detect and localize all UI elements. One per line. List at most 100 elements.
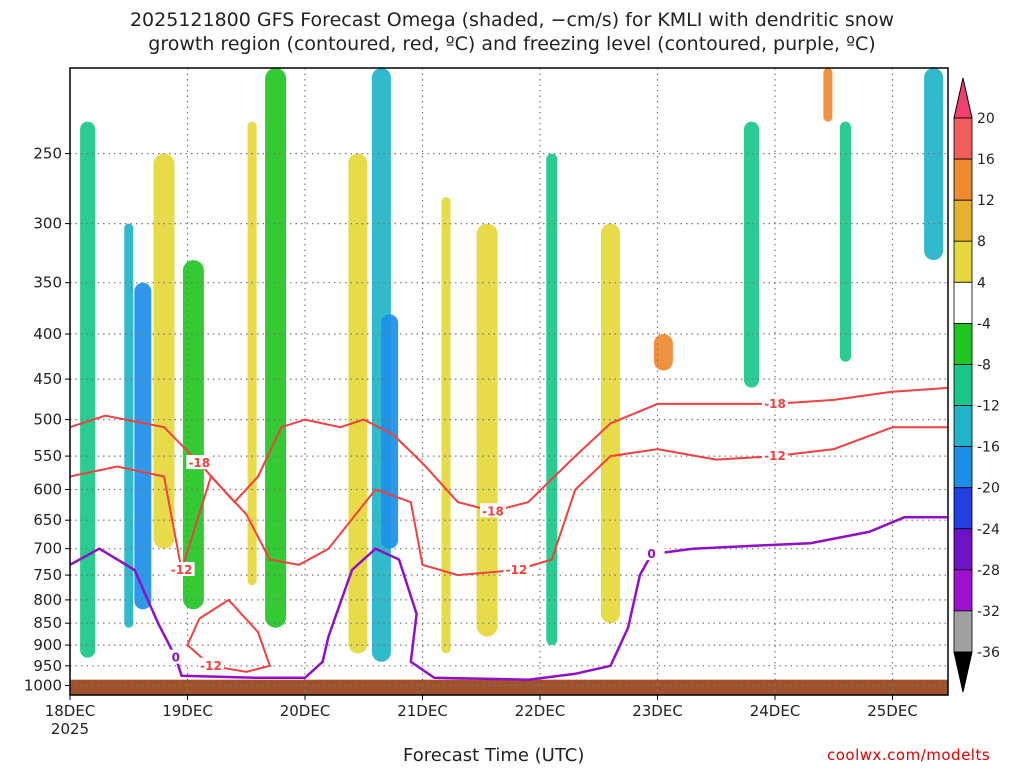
colorbar-segment-3 xyxy=(953,240,973,283)
colorbar-segment-0 xyxy=(953,117,973,160)
x-tick-label-22DEC: 22DEC xyxy=(515,702,566,720)
dgz-contour-1-2-label-bg xyxy=(762,448,788,463)
dgz-contour-0-2-label: -18 xyxy=(764,397,786,411)
colorbar-label-8: -16 xyxy=(977,440,1000,456)
dgz-contour-1-1-label-bg xyxy=(503,562,530,576)
y-tick-label-750: 750 xyxy=(33,566,62,584)
colorbar-label-9: -20 xyxy=(977,481,1000,497)
y-tick-label-550: 550 xyxy=(33,447,62,465)
colorbar-label-3: 8 xyxy=(977,234,986,250)
y-tick-label-500: 500 xyxy=(33,411,62,429)
y-tick-label-600: 600 xyxy=(33,481,62,499)
freezing-level-1-label-bg xyxy=(638,546,665,561)
freezing-level-1-label: 0 xyxy=(647,547,655,561)
plot-background xyxy=(70,68,948,695)
dgz-contour-0-1-label-bg xyxy=(480,503,506,518)
omega-band-11 xyxy=(476,223,498,637)
omega-band-0 xyxy=(80,121,96,658)
chart-title-line-2: growth region (contoured, red, ºC) and f… xyxy=(148,33,876,55)
terrain-fill xyxy=(70,679,948,695)
omega-time-height-chart: -18 -18 -18 -12 -12 -12 -12 0 0 250 300 350 400 450 5… xyxy=(24,67,1000,738)
omega-band-6 xyxy=(265,68,287,628)
x-tick-label-19DEC: 19DEC xyxy=(162,702,213,720)
colorbar-label-5: -4 xyxy=(977,316,991,332)
x-tick-label-23DEC: 23DEC xyxy=(632,702,683,720)
colorbar-top-arrow xyxy=(953,77,973,119)
dgz-contour-2 xyxy=(186,598,272,673)
omega-band-14 xyxy=(653,334,673,371)
colorbar-label-4: 4 xyxy=(977,275,986,291)
colorbar-segment-9 xyxy=(953,487,973,530)
y-tick-label-350: 350 xyxy=(33,274,62,292)
x-tick-label-24DEC: 24DEC xyxy=(750,702,801,720)
dgz-contour-0-0-label: -18 xyxy=(188,456,210,470)
dgz-contour-0-0-label-bg xyxy=(186,455,213,470)
omega-band-2 xyxy=(134,282,152,610)
source-credit-link[interactable]: coolwx.com/modelts xyxy=(827,746,991,764)
y-tick-label-1000: 1000 xyxy=(24,677,62,695)
omega-band-17 xyxy=(840,121,851,362)
dgz-contour-1-0-label: -12 xyxy=(171,563,193,577)
colorbar-segment-4 xyxy=(953,281,973,324)
colorbar-label-2: 12 xyxy=(977,193,995,209)
dgz-contour-0-1-label: -18 xyxy=(482,504,504,518)
omega-band-18 xyxy=(924,68,944,261)
dgz-contour-2-0-label: -12 xyxy=(200,659,222,673)
colorbar-segment-11 xyxy=(953,569,973,612)
omega-band-15 xyxy=(744,121,759,388)
colorbar-label-6: -8 xyxy=(977,358,991,374)
omega-band-7 xyxy=(348,153,368,654)
colorbar-bottom-arrow xyxy=(953,651,973,693)
y-tick-label-450: 450 xyxy=(33,370,62,388)
colorbar-segment-10 xyxy=(953,528,973,571)
y-tick-label-700: 700 xyxy=(33,540,62,558)
x-tick-label-20DEC: 20DEC xyxy=(280,702,331,720)
y-tick-label-250: 250 xyxy=(33,145,62,163)
colorbar-label-0: 20 xyxy=(977,111,995,127)
colorbar-label-7: -12 xyxy=(977,399,1000,415)
colorbar-segment-5 xyxy=(953,322,973,365)
omega-band-9 xyxy=(381,314,399,549)
omega-band-4 xyxy=(182,260,204,610)
y-tick-label-800: 800 xyxy=(33,591,62,609)
y-tick-label-850: 850 xyxy=(33,614,62,632)
colorbar-segment-7 xyxy=(953,405,973,447)
x-tick-label-25DEC: 25DEC xyxy=(867,702,918,720)
omega-band-3 xyxy=(153,153,175,549)
omega-band-12 xyxy=(546,153,558,646)
colorbar-segment-8 xyxy=(953,446,973,489)
dgz-contour-1-1-label: -12 xyxy=(506,563,528,577)
colorbar-label-11: -28 xyxy=(977,563,1000,579)
colorbar-label-13: -36 xyxy=(977,645,1000,661)
colorbar-segment-6 xyxy=(953,364,973,406)
dgz-contour-0-2-label-bg xyxy=(762,395,788,410)
colorbar-segment-1 xyxy=(953,158,973,201)
freezing-level-0-label: 0 xyxy=(172,651,180,665)
colorbar-label-10: -24 xyxy=(977,522,1000,538)
omega-band-16 xyxy=(823,68,833,122)
omega-band-10 xyxy=(441,197,451,654)
y-tick-label-900: 900 xyxy=(33,636,62,654)
x-tick-label-18DEC: 18DEC xyxy=(45,702,96,720)
dgz-contour-1-0-label-bg xyxy=(168,562,195,576)
dgz-contour-1 xyxy=(70,426,948,577)
freezing-level-contour xyxy=(70,516,948,681)
y-tick-label-950: 950 xyxy=(33,657,62,675)
omega-band-5 xyxy=(247,121,257,586)
colorbar-segment-12 xyxy=(953,610,973,653)
x-tick-label-21DEC: 21DEC xyxy=(397,702,448,720)
freezing-level-0-label-bg xyxy=(162,649,189,664)
x-axis-label: Forecast Time (UTC) xyxy=(403,745,585,766)
dgz-contour-1-2-label: -12 xyxy=(764,449,786,463)
colorbar-label-12: -32 xyxy=(977,604,1000,620)
plot-frame xyxy=(69,67,949,696)
dgz-contour-2-0-label-bg xyxy=(198,657,224,672)
y-tick-label-300: 300 xyxy=(33,215,62,233)
colorbar-segment-2 xyxy=(953,199,973,242)
omega-band-1 xyxy=(124,223,134,628)
chart-title-line-1: 2025121800 GFS Forecast Omega (shaded, −… xyxy=(129,9,895,31)
y-tick-label-650: 650 xyxy=(33,511,62,529)
x-year-label: 2025 xyxy=(51,720,89,738)
colorbar-label-1: 16 xyxy=(977,152,995,168)
y-tick-label-400: 400 xyxy=(33,325,62,343)
